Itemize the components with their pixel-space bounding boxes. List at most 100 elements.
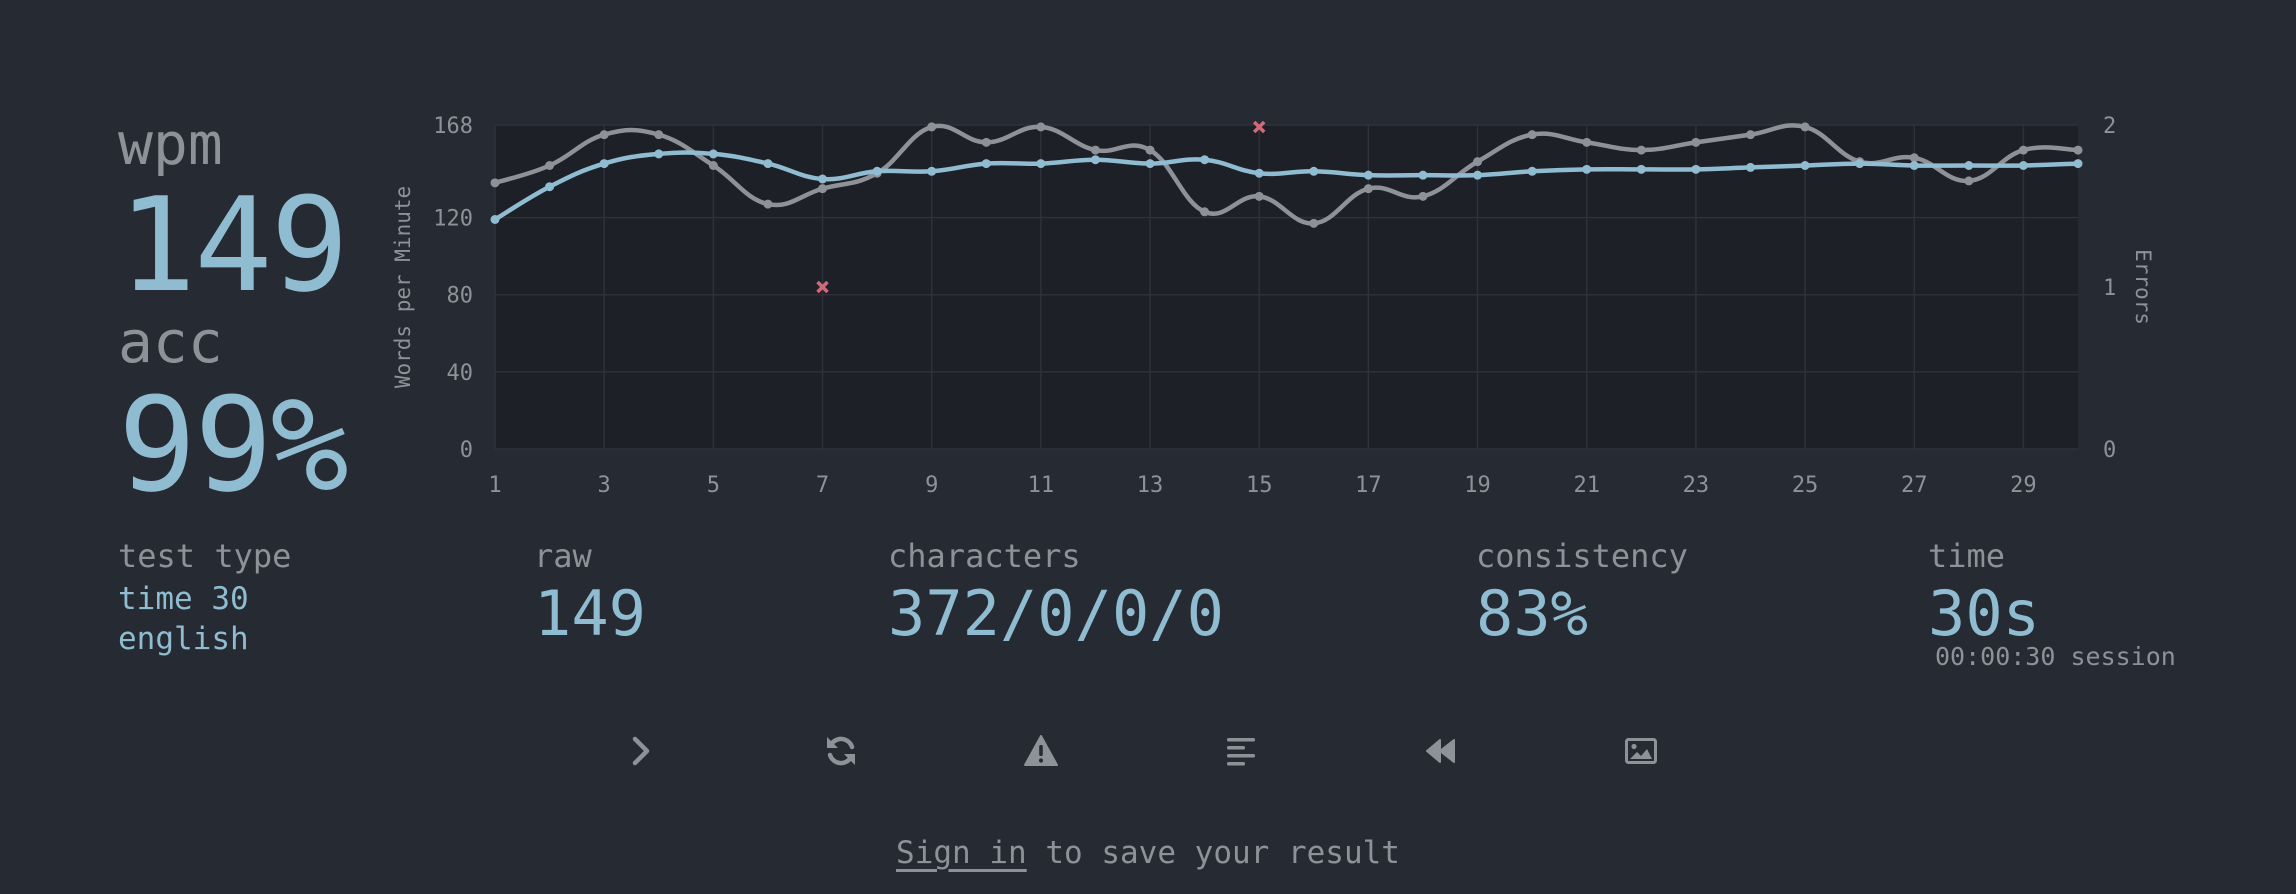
data-point-wpm bbox=[2073, 159, 2083, 169]
y2-tick-label: 2 bbox=[2103, 114, 2116, 139]
x-tick-label: 7 bbox=[816, 473, 829, 498]
characters-value: 372/0/0/0 bbox=[888, 577, 1224, 650]
x-tick-label: 25 bbox=[1792, 473, 1819, 498]
refresh-icon bbox=[827, 736, 855, 766]
x-tick-label: 3 bbox=[598, 473, 611, 498]
characters-label: characters bbox=[888, 537, 1081, 575]
data-point-raw bbox=[1363, 184, 1373, 194]
plot-area bbox=[495, 125, 2078, 449]
test-type-label: test type bbox=[118, 537, 292, 575]
consistency-value: 83% bbox=[1476, 577, 1588, 650]
data-point-raw bbox=[818, 184, 828, 194]
data-point-raw bbox=[1582, 137, 1592, 147]
restart-test-button[interactable] bbox=[801, 711, 881, 791]
y-tick-label: 40 bbox=[447, 361, 474, 386]
data-point-raw bbox=[1964, 176, 1974, 186]
align-left-icon bbox=[1227, 738, 1255, 766]
data-point-raw bbox=[1527, 130, 1537, 140]
data-point-wpm bbox=[1636, 164, 1646, 174]
data-point-wpm bbox=[1964, 161, 1974, 170]
warning-icon bbox=[1024, 735, 1058, 766]
data-point-raw bbox=[654, 130, 664, 140]
data-point-wpm bbox=[1473, 170, 1483, 180]
data-point-raw bbox=[2073, 145, 2083, 155]
data-point-wpm bbox=[599, 159, 609, 169]
data-point-raw bbox=[708, 161, 718, 170]
data-point-raw bbox=[1200, 207, 1210, 217]
series-line-wpm bbox=[493, 150, 2079, 222]
x-tick-label: 17 bbox=[1355, 473, 1382, 498]
data-point-raw bbox=[1636, 145, 1646, 155]
time-label: time bbox=[1928, 537, 2006, 575]
data-point-wpm bbox=[1691, 164, 1701, 174]
data-point-wpm bbox=[763, 159, 773, 169]
chevron-right-icon bbox=[632, 736, 650, 766]
data-point-wpm bbox=[1309, 166, 1319, 176]
save-screenshot-button[interactable] bbox=[1601, 711, 1681, 791]
test-type-mode[interactable]: time 30 bbox=[118, 581, 249, 617]
x-tick-label: 5 bbox=[707, 473, 720, 498]
y-tick-label: 120 bbox=[433, 207, 473, 232]
watch-replay-button[interactable] bbox=[1401, 711, 1481, 791]
data-point-wpm bbox=[708, 149, 718, 159]
data-point-wpm bbox=[927, 166, 937, 176]
data-point-wpm bbox=[1582, 164, 1592, 174]
signin-message-text: to save your result bbox=[1026, 835, 1400, 871]
report-button[interactable] bbox=[1001, 711, 1081, 791]
rewind-icon bbox=[1426, 739, 1455, 763]
data-point-raw bbox=[1145, 145, 1155, 155]
data-point-wpm bbox=[1909, 161, 1919, 170]
data-point-wpm bbox=[872, 166, 882, 176]
wpm-label: wpm bbox=[118, 110, 223, 178]
data-point-raw bbox=[1909, 153, 1919, 163]
data-point-raw bbox=[490, 178, 500, 188]
data-point-raw bbox=[2018, 145, 2028, 155]
acc-value: 99% bbox=[118, 369, 349, 521]
data-point-wpm bbox=[1145, 159, 1155, 169]
data-point-wpm bbox=[1363, 170, 1373, 180]
x-tick-label: 19 bbox=[1464, 473, 1491, 498]
time-value: 30s bbox=[1928, 577, 2040, 650]
x-tick-label: 29 bbox=[2010, 473, 2037, 498]
word-history-button[interactable] bbox=[1201, 711, 1281, 791]
next-test-button[interactable] bbox=[601, 711, 681, 791]
session-time: 00:00:30 session bbox=[1935, 642, 2176, 671]
data-point-wpm bbox=[1800, 161, 1810, 170]
y2-axis-label: Errors bbox=[2131, 249, 2155, 325]
data-point-raw bbox=[545, 161, 555, 170]
data-point-wpm bbox=[1090, 155, 1100, 165]
data-point-wpm bbox=[818, 174, 828, 184]
data-point-wpm bbox=[1254, 168, 1264, 178]
error-marker bbox=[1252, 120, 1266, 134]
acc-label: acc bbox=[118, 308, 223, 376]
data-point-raw bbox=[1418, 191, 1428, 201]
wpm-value: 149 bbox=[118, 169, 349, 321]
data-point-wpm bbox=[1200, 155, 1210, 165]
data-point-wpm bbox=[981, 159, 991, 169]
data-point-wpm bbox=[2018, 161, 2028, 170]
y-axis-label: Words per Minute bbox=[391, 186, 415, 388]
y-tick-label: 80 bbox=[447, 284, 474, 309]
data-point-wpm bbox=[1855, 159, 1865, 169]
data-point-wpm bbox=[654, 149, 664, 159]
data-point-wpm bbox=[1418, 170, 1428, 180]
y2-tick-label: 0 bbox=[2103, 438, 2116, 463]
test-type-language[interactable]: english bbox=[118, 621, 249, 657]
x-tick-label: 21 bbox=[1573, 473, 1600, 498]
y2-tick-label: 1 bbox=[2103, 276, 2116, 301]
signin-message: Sign in to save your result bbox=[0, 835, 2296, 871]
signin-link[interactable]: Sign in bbox=[896, 835, 1027, 871]
data-point-raw bbox=[1745, 130, 1755, 140]
data-point-raw bbox=[1309, 218, 1319, 228]
y-tick-label: 0 bbox=[460, 438, 473, 463]
error-marker bbox=[816, 280, 829, 294]
data-point-raw bbox=[599, 130, 609, 140]
y-tick-label: 168 bbox=[433, 114, 473, 139]
x-tick-label: 1 bbox=[488, 473, 501, 498]
x-tick-label: 23 bbox=[1683, 473, 1710, 498]
data-point-raw bbox=[763, 199, 773, 209]
data-point-raw bbox=[927, 122, 937, 132]
x-tick-label: 15 bbox=[1246, 473, 1273, 498]
data-point-raw bbox=[1691, 137, 1701, 147]
data-point-raw bbox=[1473, 157, 1483, 167]
